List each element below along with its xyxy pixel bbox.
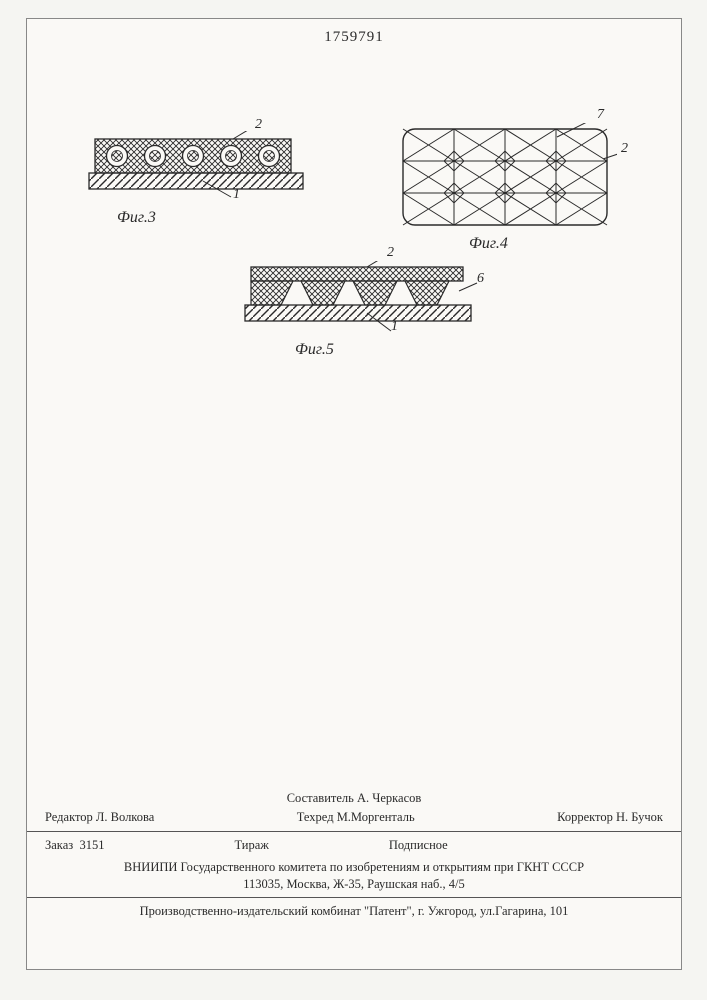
figure-3: 2 1 xyxy=(83,131,313,203)
techred-name: М.Моргенталь xyxy=(337,810,415,824)
fig5-svg xyxy=(237,261,487,339)
compiler-name: А. Черкасов xyxy=(357,791,421,805)
editor-label: Редактор xyxy=(45,810,93,824)
fig5-ref-6: 6 xyxy=(477,271,484,287)
corrector-label: Корректор xyxy=(557,810,613,824)
fig5-ref-2: 2 xyxy=(387,245,394,261)
fig4-svg xyxy=(397,123,617,233)
zakaz: Заказ 3151 xyxy=(45,838,104,853)
order-row: Заказ 3151 Тираж Подписное xyxy=(27,834,681,857)
figure-5: 2 6 1 xyxy=(237,261,487,339)
fig3-ref-1: 1 xyxy=(233,187,240,203)
editor-name: Л. Волкова xyxy=(96,810,154,824)
fig4-ref-2: 2 xyxy=(621,141,628,157)
zakaz-num: 3151 xyxy=(79,838,104,852)
fig4-ref-7: 7 xyxy=(597,107,604,123)
vniipi-line2: 113035, Москва, Ж-35, Раушская наб., 4/5 xyxy=(45,876,663,893)
podpisnoe: Подписное xyxy=(389,838,448,853)
vniipi-line1: ВНИИПИ Государственного комитета по изоб… xyxy=(45,859,663,876)
document-number: 1759791 xyxy=(27,29,681,46)
compiler-cell: Составитель А. Черкасов xyxy=(287,791,422,806)
corrector: Корректор Н. Бучок xyxy=(557,810,663,825)
editor: Редактор Л. Волкова xyxy=(45,810,154,825)
fig5-ref-1: 1 xyxy=(391,319,398,335)
figure-4: 7 2 xyxy=(397,123,617,233)
techred-label: Техред xyxy=(297,810,334,824)
rule-2 xyxy=(27,897,681,898)
techred: Техред М.Моргенталь xyxy=(297,810,415,825)
compiler-label: Составитель xyxy=(287,791,354,805)
vniipi-block: ВНИИПИ Государственного комитета по изоб… xyxy=(27,857,681,895)
fig3-ref-2: 2 xyxy=(255,117,262,133)
credits-row: Редактор Л. Волкова Техред М.Моргенталь … xyxy=(27,810,681,829)
zakaz-label: Заказ xyxy=(45,838,73,852)
production-line: Производственно-издательский комбинат "П… xyxy=(27,900,681,919)
footer-block: Составитель А. Черкасов Редактор Л. Волк… xyxy=(27,791,681,919)
fig4-label: Фиг.4 xyxy=(469,235,508,253)
corrector-name: Н. Бучок xyxy=(616,810,663,824)
tirazh: Тираж xyxy=(234,838,268,853)
figures-area: 2 1 Фиг.3 xyxy=(27,109,681,389)
fig3-svg xyxy=(83,131,313,203)
credits-row-top: Составитель А. Черкасов xyxy=(27,791,681,810)
rule-1 xyxy=(27,831,681,832)
fig5-label: Фиг.5 xyxy=(295,341,334,359)
fig3-label: Фиг.3 xyxy=(117,209,156,227)
page-frame: 1759791 xyxy=(26,18,682,970)
